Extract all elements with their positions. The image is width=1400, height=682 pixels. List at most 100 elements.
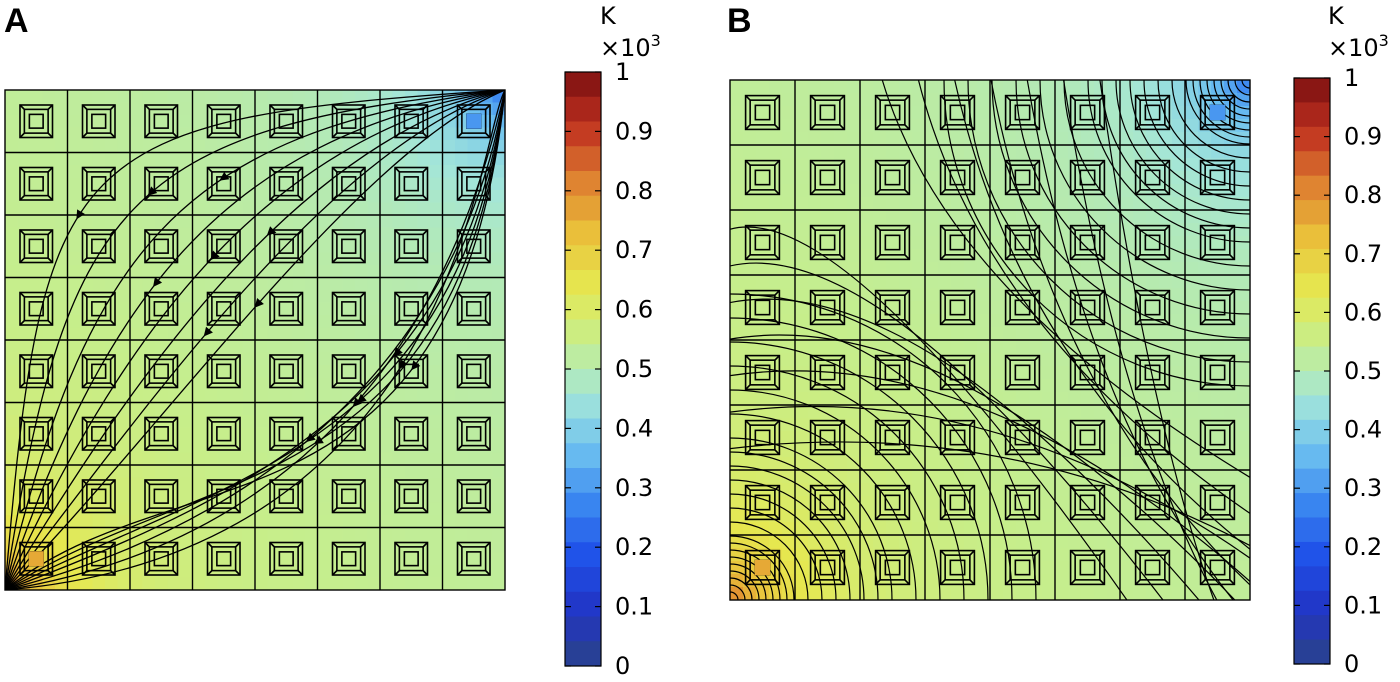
heatmap-cell: [1107, 561, 1121, 575]
heatmap-cell: [860, 236, 874, 250]
heatmap-cell: [467, 565, 481, 579]
heatmap-cell: [442, 452, 456, 466]
heatmap-cell: [180, 227, 194, 241]
heatmap-cell: [821, 496, 835, 510]
heatmap-cell: [492, 252, 505, 266]
heatmap-cell: [280, 277, 294, 291]
heatmap-cell: [977, 587, 991, 600]
heatmap-cell: [242, 202, 256, 216]
heatmap-cell: [417, 490, 431, 504]
heatmap-cell: [925, 327, 939, 341]
heatmap-cell: [492, 565, 505, 579]
cell-square: [874, 159, 911, 196]
heatmap-cell: [442, 477, 456, 491]
heatmap-cell: [912, 301, 926, 315]
heatmap-cell: [730, 418, 744, 432]
heatmap-cell: [1133, 405, 1147, 419]
heatmap-cell: [242, 165, 256, 179]
heatmap-cell: [769, 366, 783, 380]
heatmap-cell: [180, 265, 194, 279]
heatmap-cell: [67, 177, 81, 191]
heatmap-cell: [117, 390, 131, 404]
heatmap-cell: [42, 140, 56, 154]
heatmap-cell: [55, 90, 69, 104]
cell-square: [1004, 159, 1041, 196]
heatmap-cell: [317, 527, 331, 541]
heatmap-cell: [1211, 366, 1225, 380]
heatmap-cell: [442, 227, 456, 241]
heatmap-cell: [42, 152, 56, 166]
heatmap-cell: [1029, 522, 1043, 536]
heatmap-cell: [492, 190, 505, 204]
heatmap-cell: [492, 340, 505, 354]
heatmap-cell: [342, 177, 356, 191]
heatmap-cell: [925, 223, 939, 237]
heatmap-cell: [834, 275, 848, 289]
heatmap-cell: [292, 490, 306, 504]
heatmap-cell: [1081, 405, 1095, 419]
heatmap-cell: [925, 509, 939, 523]
cell-square: [744, 419, 781, 456]
heatmap-cell: [267, 215, 281, 229]
heatmap-cell: [1094, 210, 1108, 224]
heatmap-cell: [808, 145, 822, 159]
heatmap-cell: [280, 240, 294, 254]
heatmap-cell: [1146, 197, 1160, 211]
heatmap-cell: [860, 288, 874, 302]
heatmap-cell: [280, 215, 294, 229]
heatmap-cell: [1081, 444, 1095, 458]
heatmap-cell: [925, 210, 939, 224]
colorbar-b-multiplier-exp: 3: [1379, 31, 1389, 50]
heatmap-cell: [280, 340, 294, 354]
heatmap-cell: [130, 165, 144, 179]
heatmap-cell: [180, 190, 194, 204]
cell-square: [331, 104, 366, 139]
heatmap-cell: [380, 215, 394, 229]
heatmap-cell: [292, 90, 306, 104]
heatmap-cell: [430, 577, 444, 590]
heatmap-cell: [1211, 249, 1225, 263]
heatmap-cell: [317, 540, 331, 554]
heatmap-cell: [1146, 106, 1160, 120]
heatmap-cell: [255, 577, 269, 590]
heatmap-cell: [492, 427, 505, 441]
heatmap-cell: [180, 302, 194, 316]
heatmap-cell: [167, 465, 181, 479]
heatmap-cell: [899, 587, 913, 600]
heatmap-cell: [1172, 353, 1186, 367]
colorbar-tick-label: 0.1: [1344, 591, 1382, 619]
cell-square: [331, 291, 366, 326]
heatmap-cell: [242, 90, 256, 104]
heatmap-cell: [886, 171, 900, 185]
heatmap-cell: [405, 252, 419, 266]
heatmap-cell: [280, 152, 294, 166]
heatmap-cell: [1081, 119, 1095, 133]
heatmap-cell: [117, 440, 131, 454]
heatmap-cell: [80, 527, 94, 541]
heatmap-cell: [1237, 288, 1250, 302]
heatmap-cell: [367, 90, 381, 104]
heatmap-cell: [430, 390, 444, 404]
heatmap-cell: [230, 202, 244, 216]
heatmap-cell: [117, 90, 131, 104]
colorbar-band: [1294, 517, 1330, 543]
heatmap-cell: [1120, 340, 1134, 354]
heatmap-cell: [873, 470, 887, 484]
heatmap-cell: [795, 132, 809, 146]
heatmap-cell: [756, 80, 770, 94]
heatmap-cell: [405, 502, 419, 516]
heatmap-cell: [1094, 327, 1108, 341]
heatmap-cell: [30, 115, 44, 129]
heatmap-cell: [205, 277, 219, 291]
heatmap-cell: [1055, 158, 1069, 172]
heatmap-cell: [769, 106, 783, 120]
heatmap-cell: [1016, 470, 1030, 484]
heatmap-cell: [405, 552, 419, 566]
heatmap-cell: [990, 301, 1004, 315]
heatmap-cell: [117, 377, 131, 391]
cell-square: [269, 291, 304, 326]
cell-square: [331, 166, 366, 201]
heatmap-cell: [756, 106, 770, 120]
heatmap-cell: [886, 249, 900, 263]
